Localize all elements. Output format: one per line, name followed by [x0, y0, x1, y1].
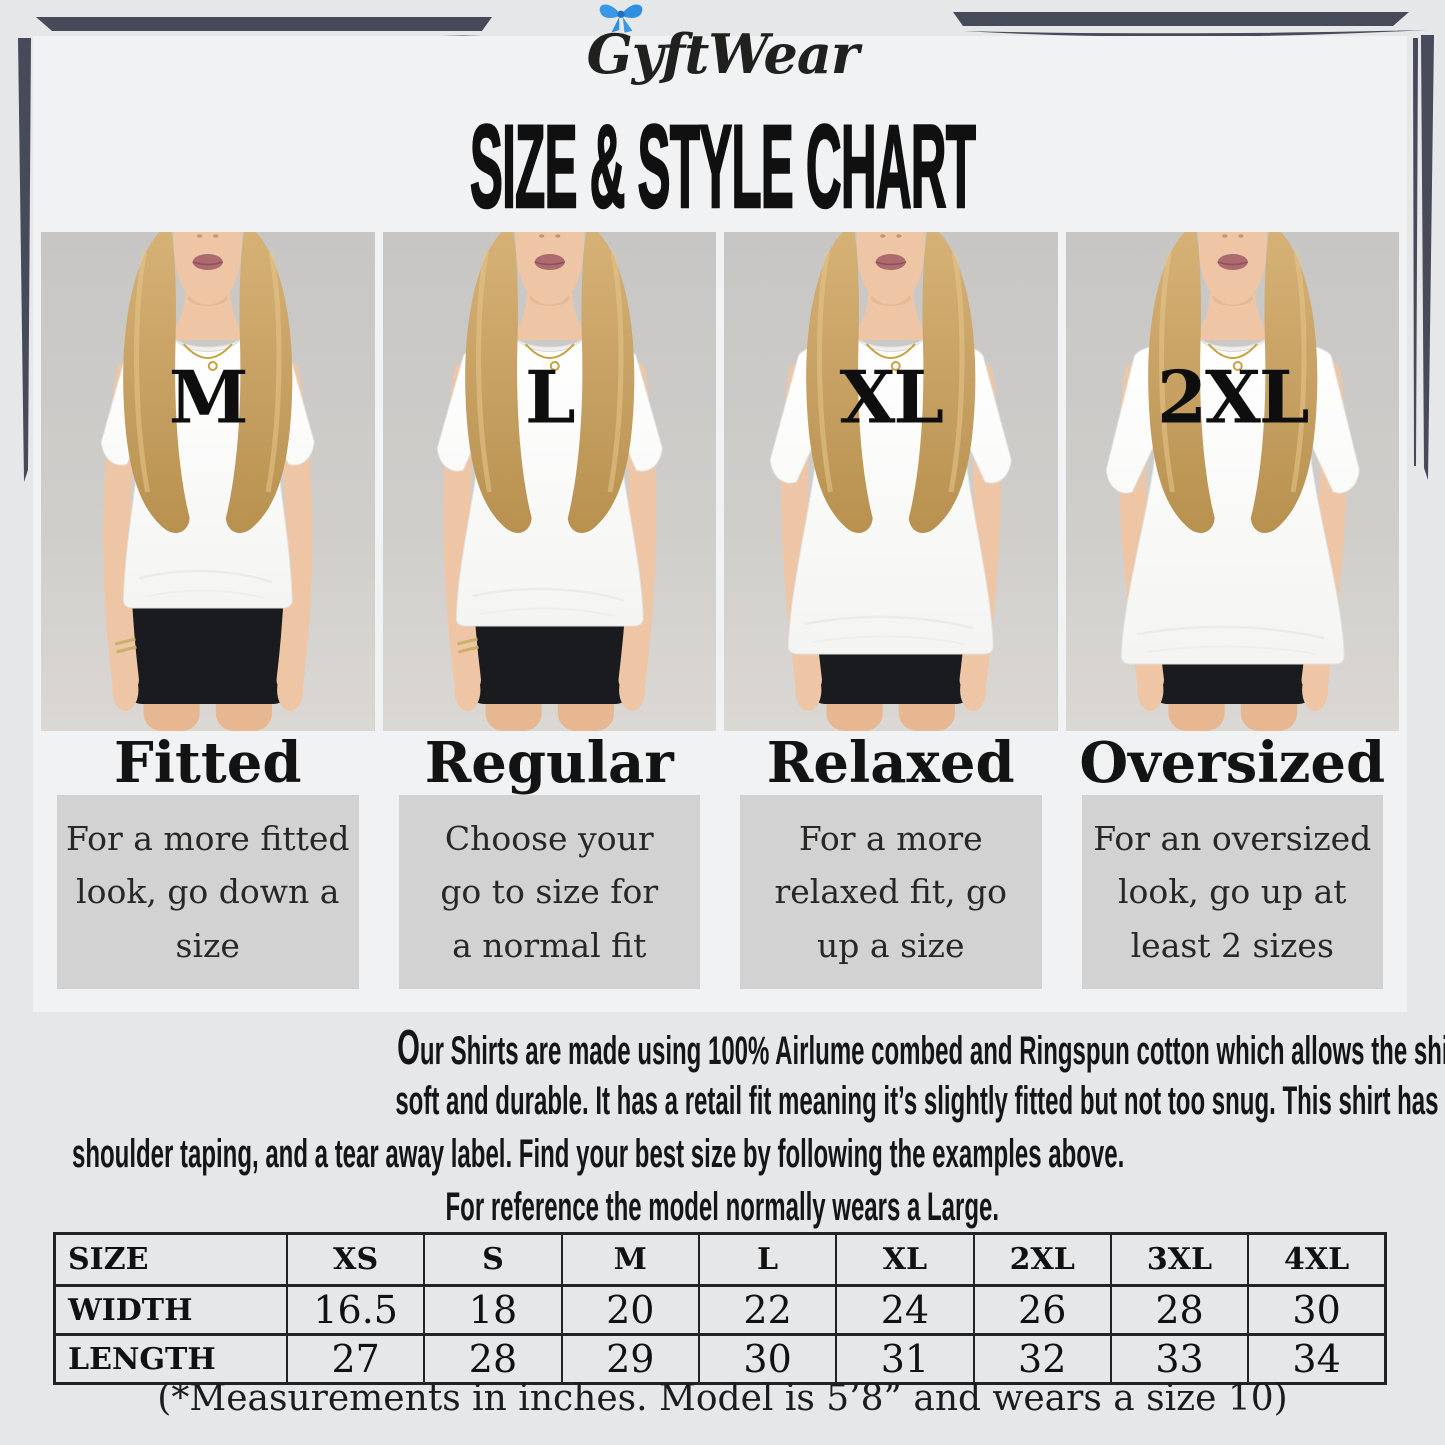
table-cell: XS	[285, 1232, 426, 1287]
description-line-3: shoulder taping, and a tear away label. …	[72, 1132, 1125, 1176]
fit-title-oversized: Oversized	[1079, 730, 1386, 796]
shirt-size-label: 2XL	[1156, 354, 1310, 440]
table-cell: 2XL	[972, 1232, 1112, 1287]
brand-name: GyftWear	[586, 22, 860, 86]
fit-description-oversized: For an oversized look, go up at least 2 …	[1081, 795, 1383, 989]
description-line-4: For reference the model normally wears a…	[445, 1185, 1000, 1229]
table-cell: 28	[1109, 1284, 1250, 1336]
table-cell: 27	[285, 1333, 426, 1385]
model-photo-size-l: L	[382, 232, 716, 731]
model-photo-size-m: M	[41, 232, 375, 731]
table-row-label: SIZE	[53, 1232, 288, 1287]
description-line-1: Our Shirts are made using 100% Airlume c…	[397, 1021, 1445, 1075]
table-cell: 29	[560, 1333, 700, 1385]
shirt-size-label: L	[524, 354, 576, 440]
table-cell: 31	[835, 1333, 975, 1385]
model-photo-size-2xl: 2XL	[1065, 232, 1399, 731]
table-cell: 18	[423, 1284, 563, 1336]
table-cell: L	[697, 1232, 838, 1287]
fit-title-row: Fitted Regular Relaxed Oversized	[41, 730, 1399, 796]
fit-description-relaxed: For a more relaxed fit, go up a size	[740, 795, 1042, 989]
measurements-footnote: (*Measurements in inches. Model is 5’8” …	[157, 1378, 1288, 1419]
table-cell: S	[423, 1232, 563, 1287]
description-line-2: soft and durable. It has a retail fit me…	[395, 1079, 1445, 1123]
shirt-size-label: XL	[839, 354, 944, 440]
table-cell: 34	[1247, 1333, 1387, 1385]
table-cell: 16.5	[285, 1284, 426, 1336]
model-illustration	[1065, 232, 1399, 731]
table-row-label: WIDTH	[53, 1284, 288, 1336]
table-row-label: LENGTH	[53, 1333, 288, 1385]
model-photo-size-xl: XL	[724, 232, 1058, 731]
table-cell: 24	[835, 1284, 975, 1336]
fit-description-fitted: For a more fitted look, go down a size	[57, 795, 359, 989]
fit-title-relaxed: Relaxed	[766, 730, 1015, 796]
table-cell: 28	[423, 1333, 563, 1385]
table-cell: 30	[697, 1333, 838, 1385]
fit-title-regular: Regular	[424, 730, 674, 796]
model-illustration	[382, 232, 716, 731]
size-table: SIZE XS S M L XL 2XL 3XL 4XL WIDTH 16.5 18 20 22 24 26 2…	[53, 1232, 1387, 1385]
gift-bow-icon	[599, 4, 642, 33]
brand-logo: GyftWear	[0, 4, 1445, 88]
product-description: Our Shirts are made using 100% Airlume c…	[0, 1022, 1445, 1234]
fit-description-regular: Choose your go to size for a normal fit	[398, 795, 700, 989]
model-photo-strip: M	[41, 232, 1399, 731]
table-cell: 30	[1247, 1284, 1387, 1336]
table-cell: 26	[972, 1284, 1112, 1336]
model-illustration	[724, 232, 1058, 731]
table-cell: 32	[972, 1333, 1112, 1385]
fit-description-row: For a more fitted look, go down a size C…	[41, 795, 1399, 989]
model-illustration	[41, 232, 375, 731]
table-cell: M	[560, 1232, 700, 1287]
table-cell: 33	[1109, 1333, 1250, 1385]
table-cell: 3XL	[1109, 1232, 1250, 1287]
table-cell: 4XL	[1247, 1232, 1387, 1287]
shirt-size-label: M	[168, 354, 249, 440]
table-cell: 20	[560, 1284, 700, 1336]
page-title: SIZE & STYLE CHART	[469, 101, 976, 233]
table-cell: 22	[697, 1284, 838, 1336]
table-cell: XL	[835, 1232, 975, 1287]
fit-title-fitted: Fitted	[113, 730, 302, 796]
